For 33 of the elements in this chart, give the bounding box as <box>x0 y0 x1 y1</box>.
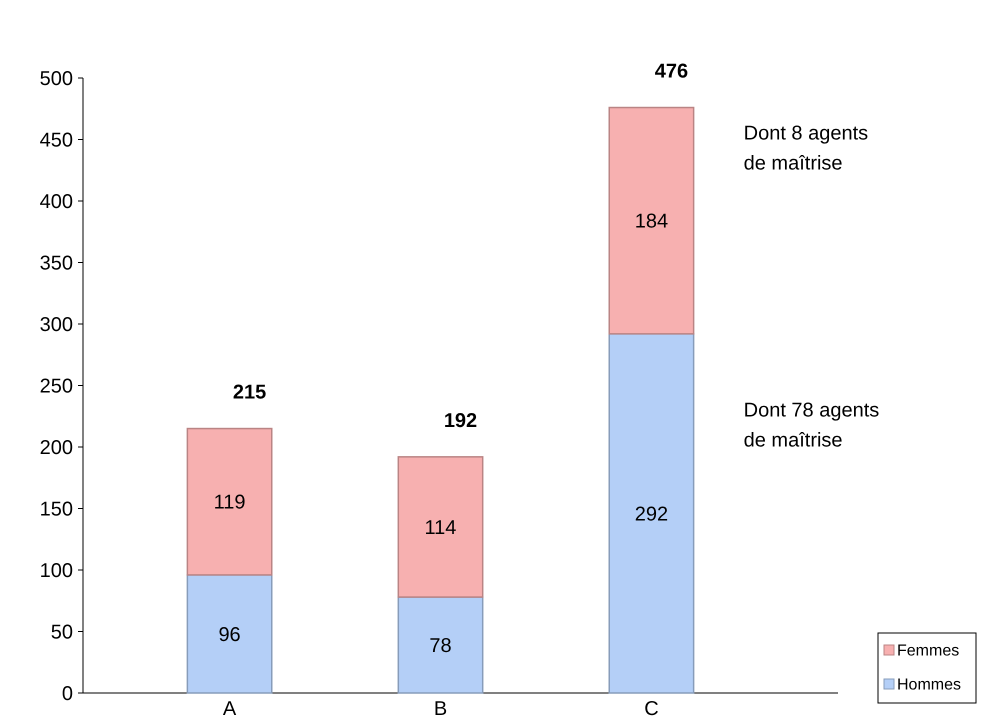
y-tick-label: 150 <box>40 498 73 520</box>
data-label: 114 <box>424 516 456 539</box>
x-tick-label: B <box>434 698 448 720</box>
x-tick-label: C <box>644 698 659 720</box>
y-tick-label: 0 <box>62 683 73 705</box>
y-tick-label: 250 <box>40 376 73 398</box>
data-label: 184 <box>634 210 668 233</box>
y-tick-label: 400 <box>40 191 73 213</box>
legend-label: Hommes <box>897 676 962 694</box>
data-label: 119 <box>214 492 246 514</box>
annotation: Dont 8 agents de maîtrise <box>744 122 868 174</box>
bar <box>186 574 272 694</box>
bar <box>608 106 694 335</box>
x-tick-label: A <box>222 698 237 720</box>
total-label: 215 <box>232 382 266 404</box>
data-label: 292 <box>634 503 668 526</box>
bar <box>186 428 272 576</box>
annotation: Dont 78 agents de maîtrise <box>744 399 880 452</box>
y-tick-label: 300 <box>40 314 73 336</box>
bar <box>608 333 694 694</box>
y-tick-label: 350 <box>40 252 73 274</box>
y-tick-label: 500 <box>40 68 73 90</box>
y-tick-label: 50 <box>50 622 73 644</box>
data-label: 78 <box>429 635 452 658</box>
y-tick-label: 200 <box>40 437 73 459</box>
bar <box>398 456 484 598</box>
data-label: 96 <box>218 624 241 646</box>
bar <box>398 596 484 694</box>
y-tick-label: 450 <box>40 130 73 152</box>
legend-label: Femmes <box>897 642 960 660</box>
y-tick-label: 100 <box>40 560 73 582</box>
total-label: 192 <box>444 410 478 432</box>
total-label: 476 <box>654 60 688 83</box>
